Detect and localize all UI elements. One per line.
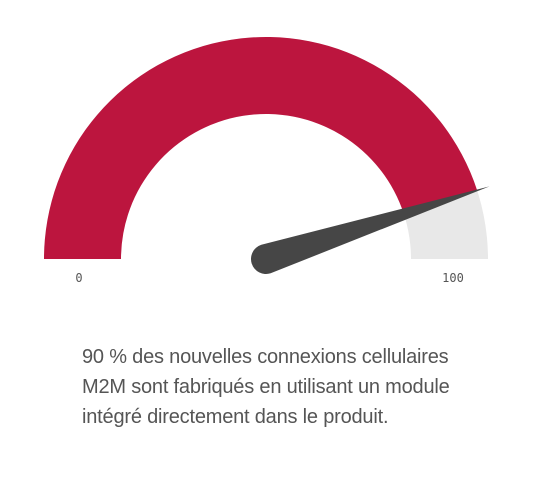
caption-line: M2M sont fabriqués en utilisant un modul… (82, 376, 450, 398)
gauge-chart: 0 100 (44, 36, 490, 285)
gauge-value-arc (44, 36, 478, 259)
caption-line: intégré directement dans le produit. (82, 406, 389, 428)
caption-line: 90 % des nouvelles connexions cellulaire… (82, 346, 449, 368)
gauge-max-label: 100 (442, 271, 464, 285)
gauge-needle (250, 186, 490, 274)
gauge-min-label: 0 (75, 271, 82, 285)
gauge-caption: 90 % des nouvelles connexions cellulaire… (82, 342, 522, 432)
